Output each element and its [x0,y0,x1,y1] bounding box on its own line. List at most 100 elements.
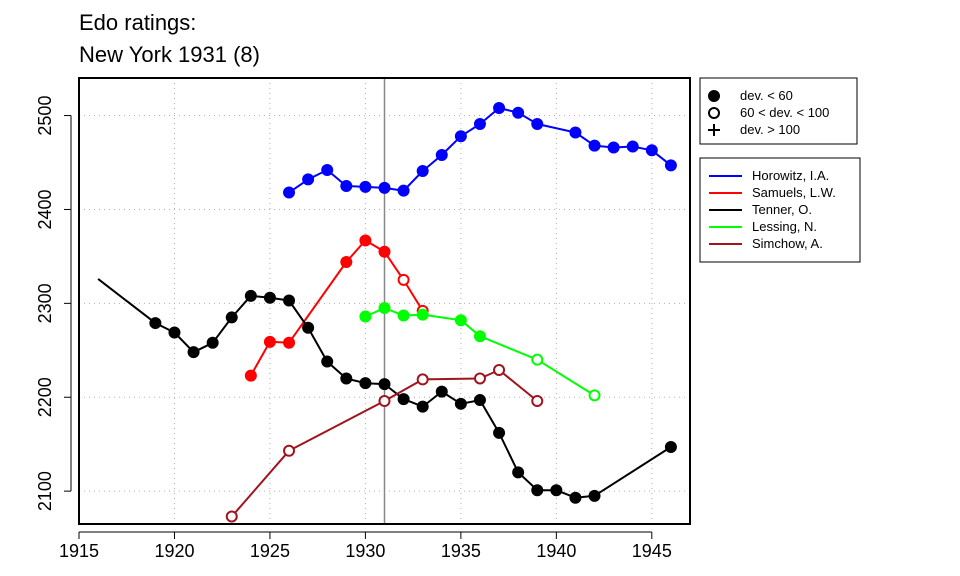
series-layer [97,102,677,523]
data-point [569,491,582,504]
data-point [531,353,544,366]
series [359,302,601,402]
x-tick-label: 1915 [59,541,99,561]
data-point [340,372,353,385]
data-point [397,309,410,322]
chart-subtitle: New York 1931 (8) [79,42,260,67]
x-tick-label: 1940 [536,541,576,561]
series-legend-label: Samuels, L.W. [752,185,836,200]
data-point [206,336,219,349]
data-point [435,148,448,161]
series-legend-label: Horowitz, I.A. [752,168,829,183]
series [97,278,677,504]
data-point [378,394,391,407]
data-point [708,90,720,102]
series [244,234,429,382]
series [283,102,677,199]
data-point [435,385,448,398]
data-point [645,144,658,157]
x-tick-label: 1945 [632,541,672,561]
data-point [378,245,391,258]
data-point [225,510,238,523]
data-point [263,335,276,348]
data-point [607,141,620,154]
data-point [626,140,639,153]
data-point [168,326,181,339]
data-point [473,330,486,343]
y-tick-label: 2400 [35,189,55,229]
data-point [493,364,506,377]
data-point [283,336,296,349]
data-point [283,444,296,457]
data-point [149,317,162,330]
y-tick-label: 2500 [35,96,55,136]
marker-legend-label: dev. > 100 [740,122,800,137]
data-point [340,256,353,269]
data-point [588,139,601,152]
data-point [708,124,720,136]
data-point [397,184,410,197]
y-axis: 2100 2200 2300 2400 2500 [35,96,72,511]
data-point [473,394,486,407]
x-axis: 1915 1920 1925 1930 1935 1940 1945 [59,531,672,561]
data-point [416,373,429,386]
x-tick-label: 1920 [154,541,194,561]
data-point [531,118,544,131]
marker-legend-label: 60 < dev. < 100 [740,105,829,120]
data-point [321,164,334,177]
data-point [378,181,391,194]
y-tick-label: 2100 [35,471,55,511]
series-legend-label: Tenner, O. [752,202,812,217]
data-point [378,378,391,391]
x-tick-label: 1925 [250,541,290,561]
data-point [359,234,372,247]
data-point [493,102,506,115]
data-point [708,107,720,119]
data-point [359,377,372,390]
data-point [187,346,200,359]
y-tick-label: 2200 [35,377,55,417]
data-point [588,389,601,402]
data-point [454,314,467,327]
data-point [664,159,677,172]
data-point [531,484,544,497]
x-tick-label: 1935 [441,541,481,561]
data-point [512,466,525,479]
data-point [473,118,486,131]
series-legend-label: Simchow, A. [752,236,823,251]
data-point [531,394,544,407]
data-point [473,372,486,385]
data-point [493,426,506,439]
data-point [244,369,257,382]
series-line [249,239,424,377]
series-legend: Horowitz, I.A. Samuels, L.W. Tenner, O. Les… [699,157,861,263]
data-point [283,294,296,307]
data-point [397,273,410,286]
series [225,364,544,523]
data-point [378,302,391,315]
marker-legend: dev. < 60 60 < dev. < 100 dev. > 100 [699,77,858,145]
data-point [416,308,429,321]
x-tick-label: 1930 [345,541,385,561]
data-point [454,130,467,143]
data-point [283,186,296,199]
data-point [397,393,410,406]
marker-legend-box [699,77,858,145]
data-point [416,164,429,177]
data-point [340,179,353,192]
data-point [244,289,257,302]
y-tick-label: 2300 [35,283,55,323]
data-point [416,400,429,413]
data-point [454,397,467,410]
marker-legend-label: dev. < 60 [740,88,793,103]
data-point [512,106,525,119]
data-point [263,291,276,304]
data-point [302,321,315,334]
data-point [302,173,315,186]
data-point [588,489,601,502]
data-point [225,311,238,324]
data-point [569,126,582,139]
data-point [664,441,677,454]
data-point [550,484,563,497]
